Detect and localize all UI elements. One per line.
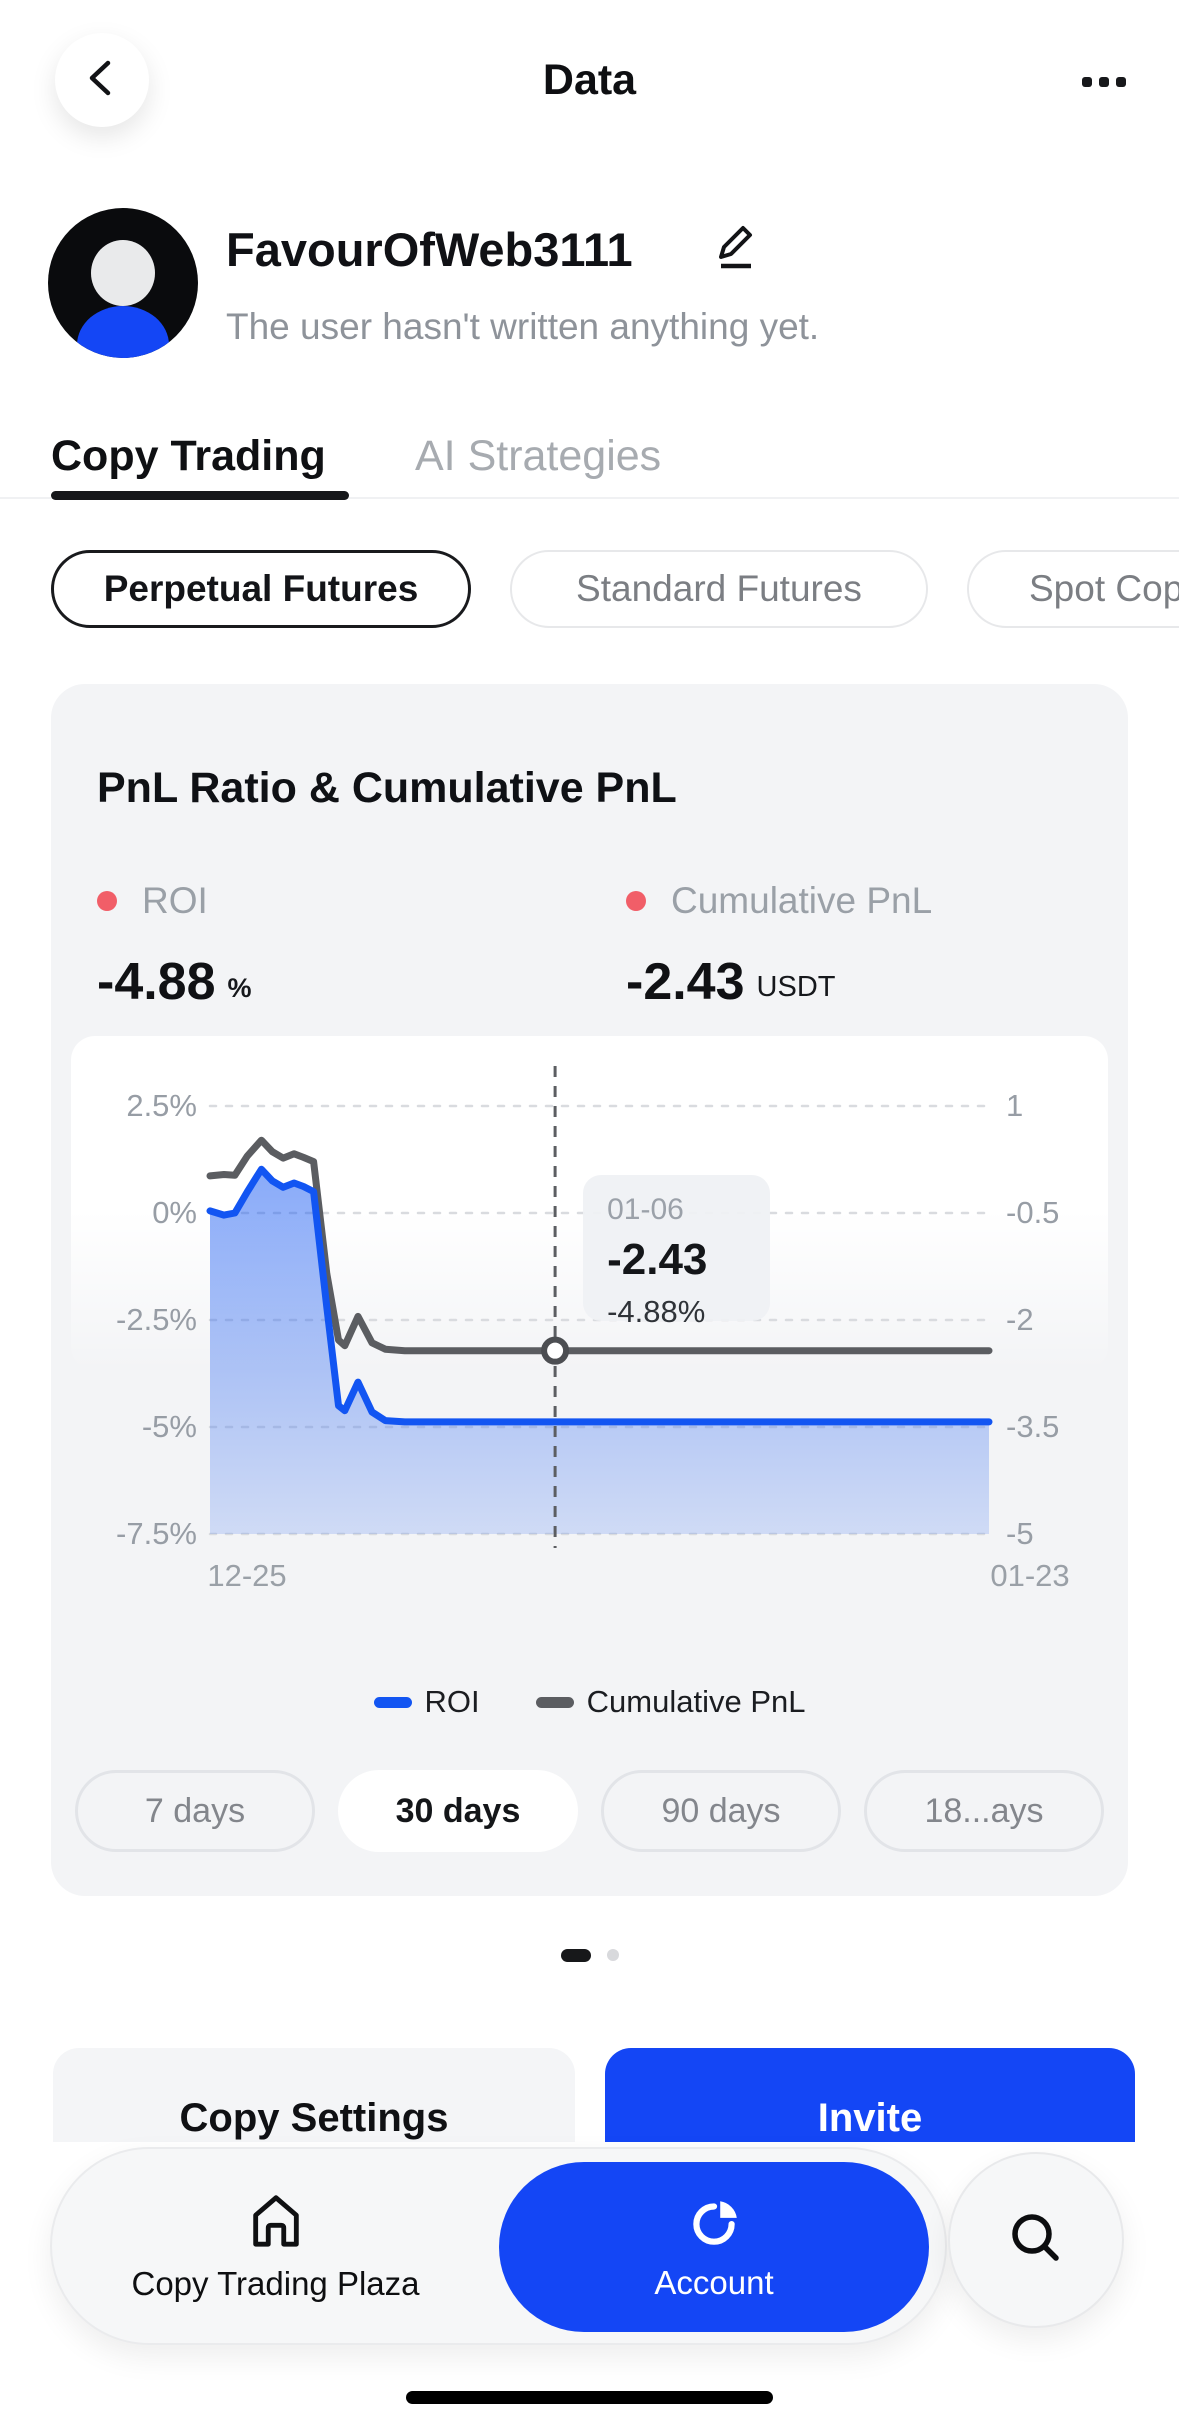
legend-item[interactable]: Cumulative PnL xyxy=(535,1684,806,1720)
tooltip-cumulative-value: -2.43 xyxy=(607,1235,708,1284)
axis-tick: -0.5 xyxy=(1006,1195,1060,1230)
axis-tick: -5% xyxy=(141,1409,197,1444)
home-indicator xyxy=(406,2391,773,2404)
legend-label: ROI xyxy=(424,1684,480,1719)
avatar-head-shape xyxy=(91,240,155,306)
nav-label-account: Account xyxy=(654,2263,774,2301)
filter-standard-futures[interactable]: Standard Futures xyxy=(510,550,928,628)
x-axis-label-end: 01-23 xyxy=(990,1558,1070,1593)
back-button[interactable] xyxy=(55,33,149,127)
pnl-card: PnL Ratio & Cumulative PnL ROI -4.88 % C… xyxy=(51,684,1128,1896)
search-icon xyxy=(1004,2206,1068,2275)
axis-tick: -5 xyxy=(1006,1516,1034,1551)
pie-chart-icon xyxy=(685,2193,743,2256)
filter-spot-copy[interactable]: Spot Cop xyxy=(967,550,1179,628)
chart-title: PnL Ratio & Cumulative PnL xyxy=(97,764,677,812)
legend-label: Cumulative PnL xyxy=(586,1684,806,1719)
nav-item-account[interactable]: Account xyxy=(499,2162,929,2332)
tab-divider xyxy=(0,497,1179,499)
chart-legend: ROI Cumulative PnL xyxy=(51,1684,1128,1720)
right-axis-labels: 1 -0.5 -2 -3.5 -5 xyxy=(1006,1062,1126,1572)
cumulative-legend-dot-icon xyxy=(626,891,646,911)
filter-perpetual-futures[interactable]: Perpetual Futures xyxy=(51,550,471,628)
tooltip-roi-value: -4.88% xyxy=(607,1294,706,1329)
legend-dash-icon xyxy=(535,1696,574,1708)
bottom-nav-bar: Copy Trading Plaza Account xyxy=(50,2147,947,2345)
tab-ai-strategies[interactable]: AI Strategies xyxy=(415,432,662,480)
cumulative-value: -2.43 xyxy=(626,953,745,1011)
profile-bio: The user hasn't written anything yet. xyxy=(226,306,820,347)
home-icon xyxy=(245,2190,307,2255)
avatar-body-shape xyxy=(77,306,169,358)
axis-tick: -3.5 xyxy=(1006,1409,1060,1444)
axis-tick: 1 xyxy=(1006,1088,1024,1123)
nav-label-plaza: Copy Trading Plaza xyxy=(131,2264,420,2302)
roi-value: -4.88 xyxy=(97,953,216,1011)
period-180-days[interactable]: 18...ays xyxy=(864,1770,1104,1852)
axis-tick: 2.5% xyxy=(126,1088,197,1123)
period-30-days[interactable]: 30 days xyxy=(338,1770,578,1852)
axis-tick: -2 xyxy=(1006,1302,1034,1337)
period-90-days[interactable]: 90 days xyxy=(601,1770,841,1852)
left-axis-labels: 2.5% 0% -2.5% -5% -7.5% xyxy=(75,1062,197,1572)
nav-item-copy-trading-plaza[interactable]: Copy Trading Plaza xyxy=(52,2149,499,2343)
carousel-pager xyxy=(0,1948,1179,1962)
avatar xyxy=(48,208,198,358)
cumulative-label: Cumulative PnL xyxy=(671,880,933,921)
roi-unit: % xyxy=(227,973,252,1003)
legend-item[interactable]: ROI xyxy=(373,1684,480,1720)
pnl-chart-plot[interactable]: 01-06 -2.43 -4.88% xyxy=(206,1062,993,1572)
pager-inactive-dot xyxy=(606,1949,619,1961)
x-axis-label-start: 12-25 xyxy=(207,1558,287,1593)
username: FavourOfWeb3111 xyxy=(226,223,633,276)
edit-profile-button[interactable] xyxy=(708,220,764,278)
axis-tick: -2.5% xyxy=(116,1302,197,1337)
page-title: Data xyxy=(542,56,637,104)
axis-tick: -7.5% xyxy=(116,1516,197,1551)
search-button[interactable] xyxy=(948,2152,1124,2328)
pencil-edit-icon xyxy=(712,221,760,278)
tooltip-date: 01-06 xyxy=(607,1193,684,1226)
cumulative-unit: USDT xyxy=(756,971,836,1003)
period-7-days[interactable]: 7 days xyxy=(75,1770,315,1852)
active-tab-underline xyxy=(51,491,349,500)
roi-label: ROI xyxy=(142,880,208,921)
chart-tooltip: 01-06 -2.43 -4.88% xyxy=(583,1175,771,1329)
pager-active-indicator xyxy=(560,1948,591,1962)
roi-stat: ROI -4.88 % xyxy=(97,880,252,1008)
roi-legend-dot-icon xyxy=(97,891,117,911)
more-menu-button[interactable] xyxy=(1069,58,1139,106)
legend-dash-icon xyxy=(373,1696,412,1708)
tab-copy-trading[interactable]: Copy Trading xyxy=(51,432,326,480)
cumulative-pnl-stat: Cumulative PnL -2.43 USDT xyxy=(626,880,932,1008)
axis-tick: 0% xyxy=(152,1195,197,1230)
chevron-left-icon xyxy=(80,54,124,107)
